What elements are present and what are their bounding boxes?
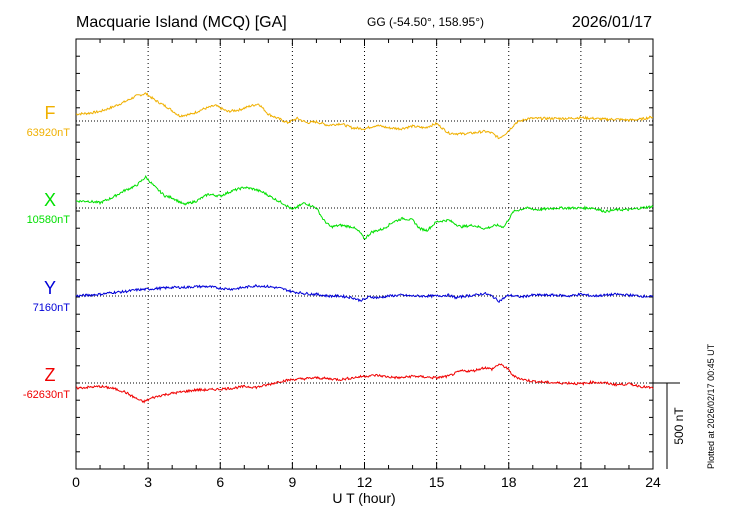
baselines <box>76 120 653 384</box>
station-coords: GG (-54.50°, 158.95°) <box>367 15 484 29</box>
series-name-y: Y <box>44 278 56 298</box>
x-tick-labels: 0 3 6 9 12 15 18 21 24 <box>72 474 661 490</box>
grid <box>147 39 582 469</box>
x-tick-label: 3 <box>144 474 152 490</box>
x-tick-label: 6 <box>216 474 224 490</box>
series-line-z <box>76 363 654 404</box>
x-tick-label: 0 <box>72 474 80 490</box>
scale-bar: 500 nT <box>653 382 686 469</box>
series-line-f <box>75 92 654 140</box>
x-axis-label: U T (hour) <box>332 490 395 506</box>
baseline-value-y: 7160nT <box>33 302 71 314</box>
series-name-f: F <box>45 103 56 123</box>
series-name-x: X <box>44 190 56 210</box>
x-tick-label: 15 <box>429 474 445 490</box>
x-tick-label: 12 <box>357 474 373 490</box>
x-tick-label: 24 <box>645 474 661 490</box>
series-name-z: Z <box>45 365 56 385</box>
x-tick-label: 18 <box>501 474 517 490</box>
x-tick-label: 21 <box>573 474 589 490</box>
series-line-x <box>75 174 654 240</box>
series-lines <box>75 92 654 404</box>
series-line-y <box>75 284 654 304</box>
baseline-value-f: 63920nT <box>27 127 71 139</box>
series-labels: F 63920nT X 10580nT Y 7160nT Z -62630nT <box>23 103 70 401</box>
x-tick-label: 9 <box>288 474 296 490</box>
chart-date: 2026/01/17 <box>572 14 652 31</box>
baseline-value-x: 10580nT <box>27 214 71 226</box>
plotted-timestamp: Plotted at 2026/02/17 00:45 UT <box>706 343 716 469</box>
baseline-value-z: -62630nT <box>23 389 70 401</box>
minor-ticks <box>75 39 654 470</box>
chart-title: Macquarie Island (MCQ) [GA] <box>76 14 287 31</box>
scale-bar-label: 500 nT <box>672 407 686 445</box>
